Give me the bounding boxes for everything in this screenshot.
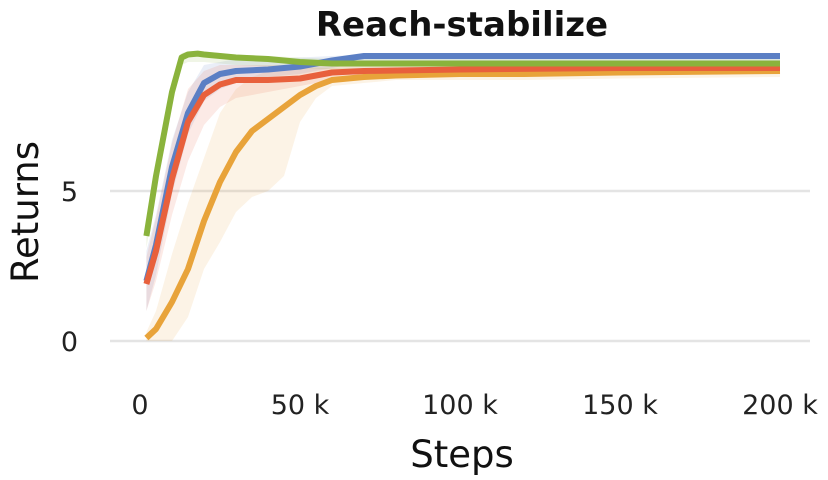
x-tick-label: 100 k (422, 390, 498, 421)
x-tick-label: 50 k (271, 390, 330, 421)
x-tick-label: 150 k (582, 390, 658, 421)
series-line (143, 53, 780, 282)
series-line (144, 68, 781, 341)
x-axis-label: Steps (410, 433, 514, 476)
x-tick-labels: 0 50 k 100 k 150 k 200 k (131, 390, 818, 421)
y-tick-label: 5 (61, 177, 78, 208)
series-line (143, 50, 780, 237)
y-tick-label: 0 (61, 327, 78, 358)
confidence-bands (146, 51, 780, 341)
y-axis-label: Returns (4, 141, 47, 283)
series-band (146, 65, 780, 341)
x-tick-label: 200 k (742, 390, 818, 421)
y-tick-labels: 05 (61, 177, 78, 358)
x-tick-label: 0 (131, 390, 148, 421)
series-band (146, 62, 780, 311)
gridlines (110, 189, 810, 343)
chart-title: Reach-stabilize (316, 5, 608, 45)
series-lines (143, 50, 781, 341)
series-line (143, 65, 780, 285)
